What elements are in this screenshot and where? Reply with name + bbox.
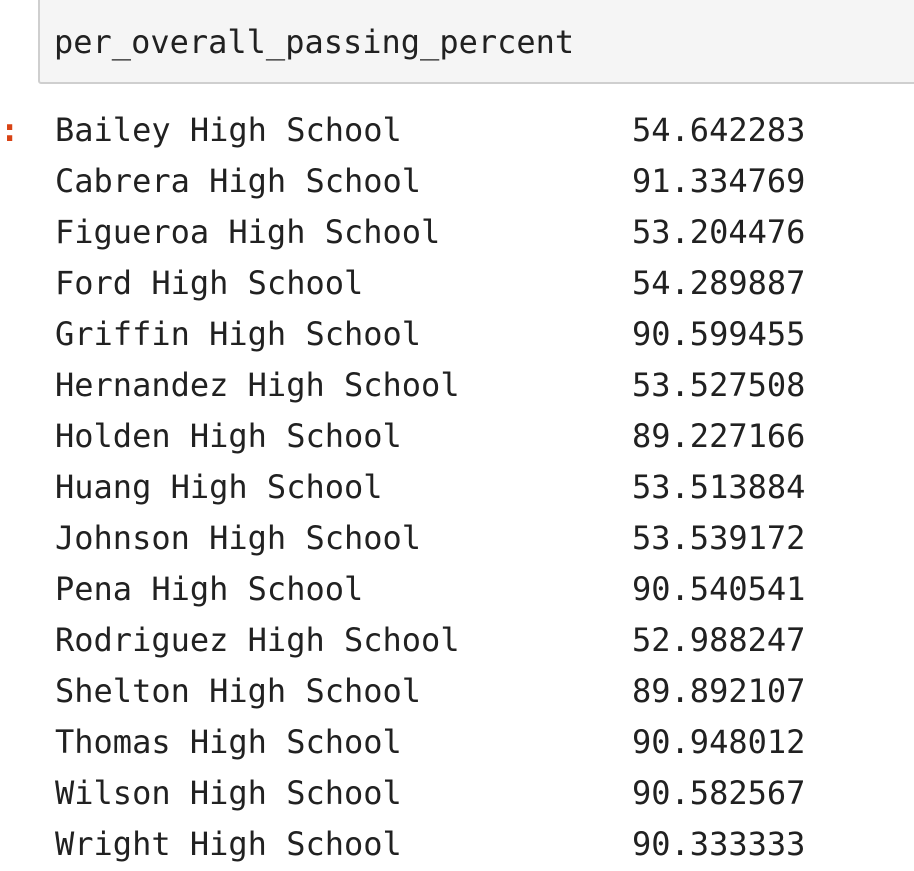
- school-name: Thomas High School: [55, 723, 402, 761]
- school-name: Wilson High School: [55, 774, 402, 812]
- passing-percent-value: 89.892107: [632, 672, 806, 710]
- output-row: Ford High School 54.289887: [55, 258, 855, 309]
- school-name: Pena High School: [55, 570, 364, 608]
- passing-percent-value: 53.513884: [632, 468, 806, 506]
- passing-percent-value: 90.582567: [632, 774, 806, 812]
- passing-percent-value: 54.642283: [632, 111, 806, 149]
- school-name: Hernandez High School: [55, 366, 460, 404]
- passing-percent-value: 53.204476: [632, 213, 806, 251]
- passing-percent-value: 53.539172: [632, 519, 806, 557]
- passing-percent-value: 52.988247: [632, 621, 806, 659]
- passing-percent-value: 53.527508: [632, 366, 806, 404]
- output-row: Cabrera High School 91.334769: [55, 156, 855, 207]
- output-row: Pena High School 90.540541: [55, 564, 855, 615]
- school-name: Griffin High School: [55, 315, 422, 353]
- school-name: Bailey High School: [55, 111, 402, 149]
- output-row: Johnson High School 53.539172: [55, 513, 855, 564]
- school-name: Holden High School: [55, 417, 402, 455]
- school-name: Cabrera High School: [55, 162, 422, 200]
- output-row: Wright High School 90.333333: [55, 819, 855, 870]
- passing-percent-value: 90.333333: [632, 825, 806, 863]
- passing-percent-value: 90.599455: [632, 315, 806, 353]
- school-name: Rodriguez High School: [55, 621, 460, 659]
- output-row: Figueroa High School 53.204476: [55, 207, 855, 258]
- code-input-cell[interactable]: [38, 0, 914, 84]
- school-name: Johnson High School: [55, 519, 422, 557]
- output-prompt: :: [0, 111, 20, 149]
- output-row: Bailey High School 54.642283: [55, 105, 855, 156]
- cell-output: Bailey High School 54.642283 Cabrera Hig…: [55, 105, 855, 870]
- output-row: Wilson High School 90.582567: [55, 768, 855, 819]
- passing-percent-value: 90.540541: [632, 570, 806, 608]
- output-row: Rodriguez High School 52.988247: [55, 615, 855, 666]
- output-row: Thomas High School 90.948012: [55, 717, 855, 768]
- passing-percent-value: 90.948012: [632, 723, 806, 761]
- school-name: Shelton High School: [55, 672, 422, 710]
- passing-percent-value: 91.334769: [632, 162, 806, 200]
- passing-percent-value: 89.227166: [632, 417, 806, 455]
- school-name: Wright High School: [55, 825, 402, 863]
- school-name: Huang High School: [55, 468, 383, 506]
- output-row: Huang High School 53.513884: [55, 462, 855, 513]
- output-row: Holden High School 89.227166: [55, 411, 855, 462]
- school-name: Figueroa High School: [55, 213, 441, 251]
- school-name: Ford High School: [55, 264, 364, 302]
- output-row: Hernandez High School 53.527508: [55, 360, 855, 411]
- output-row: Shelton High School 89.892107: [55, 666, 855, 717]
- cell-code-text[interactable]: per_overall_passing_percent: [54, 23, 575, 61]
- passing-percent-value: 54.289887: [632, 264, 806, 302]
- output-row: Griffin High School 90.599455: [55, 309, 855, 360]
